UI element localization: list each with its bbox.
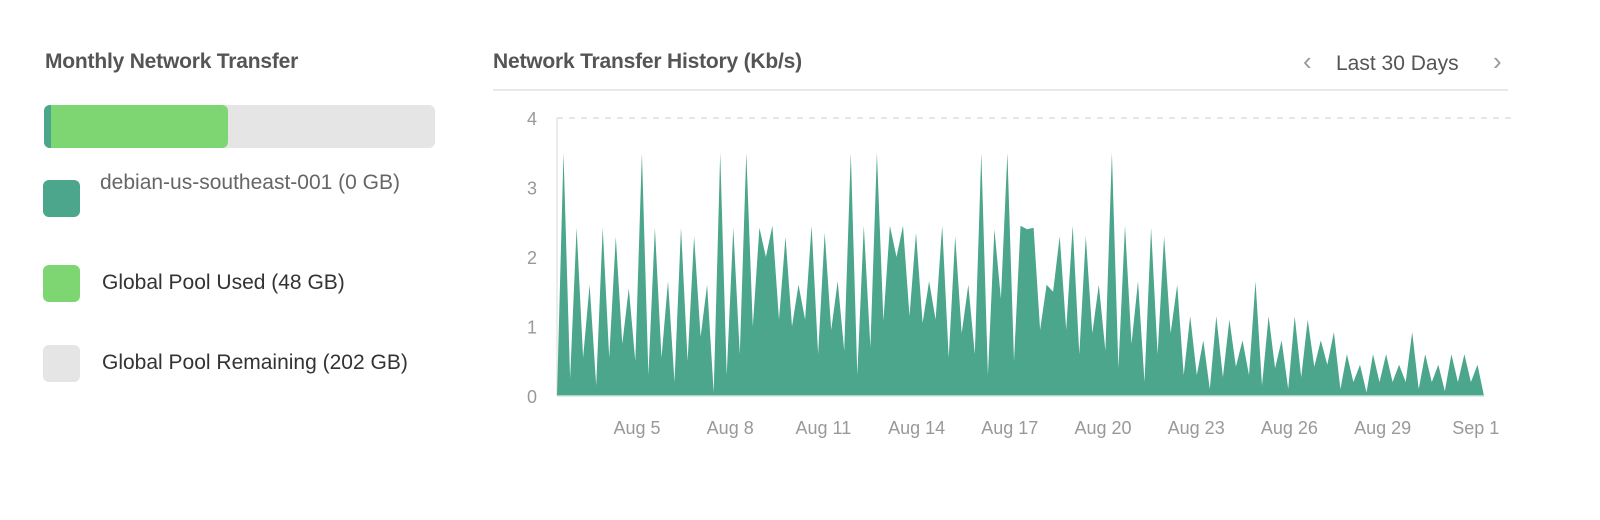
monthly-transfer-title: Monthly Network Transfer [45,50,299,73]
legend-swatch-pool-used [43,265,80,302]
chevron-right-icon[interactable]: › [1493,46,1502,76]
header-divider [493,89,1508,91]
global-pool-used-fill [44,105,228,148]
history-chart-title: Network Transfer History (Kb/s) [493,50,802,73]
transfer-area-series [557,152,1484,396]
y-tick-label: 3 [527,179,537,199]
x-tick-label: Aug 29 [1354,418,1411,438]
legend-swatch-debian [43,180,80,217]
x-tick-label: Aug 5 [613,418,660,438]
x-tick-label: Aug 14 [888,418,945,438]
y-tick-label: 4 [527,109,537,129]
x-tick-label: Aug 23 [1168,418,1225,438]
chevron-left-icon[interactable]: ‹ [1303,46,1312,76]
legend-label-pool-remaining: Global Pool Remaining (202 GB) [102,351,408,374]
legend-label-debian: debian-us-southeast-001 (0 GB) [100,171,400,194]
x-tick-label: Aug 26 [1261,418,1318,438]
y-tick-label: 1 [527,318,537,338]
x-tick-label: Aug 17 [981,418,1038,438]
legend-label-pool-used: Global Pool Used (48 GB) [102,271,345,294]
transfer-usage-bar [44,105,435,148]
y-tick-label: 2 [527,248,537,268]
x-tick-label: Sep 1 [1452,418,1499,438]
x-tick-label: Aug 8 [707,418,754,438]
date-range-label[interactable]: Last 30 Days [1336,52,1459,75]
x-tick-label: Aug 20 [1074,418,1131,438]
y-tick-label: 0 [527,387,537,407]
debian-fill [44,105,52,148]
legend-swatch-pool-remaining [43,345,80,382]
x-tick-label: Aug 11 [796,418,852,438]
